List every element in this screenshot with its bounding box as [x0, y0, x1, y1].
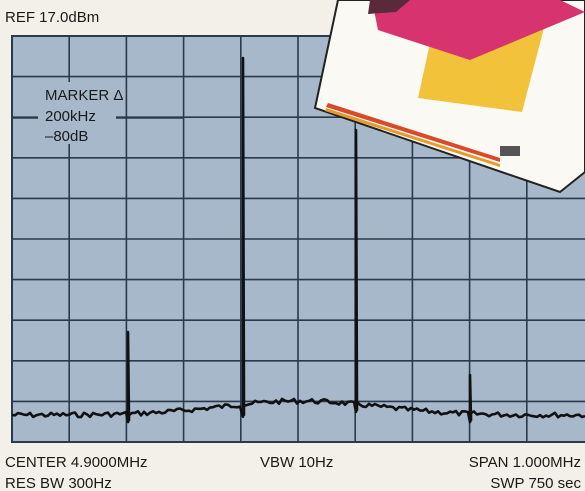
reference-level: REF 17.0dBm — [5, 9, 99, 26]
center-frequency: CENTER 4.9000MHz — [5, 454, 148, 471]
booklet — [313, 0, 585, 194]
marker-backdrop — [38, 82, 116, 144]
marker-level: –80dB — [45, 128, 88, 145]
sweep-time: SWP 750 sec — [490, 475, 581, 491]
video-bandwidth: VBW 10Hz — [260, 454, 333, 471]
marker-title: MARKER Δ — [45, 87, 123, 104]
marker-frequency: 200kHz — [45, 108, 96, 125]
span: SPAN 1.000MHz — [469, 454, 581, 471]
resolution-bandwidth: RES BW 300Hz — [5, 475, 112, 491]
trace — [11, 56, 585, 424]
